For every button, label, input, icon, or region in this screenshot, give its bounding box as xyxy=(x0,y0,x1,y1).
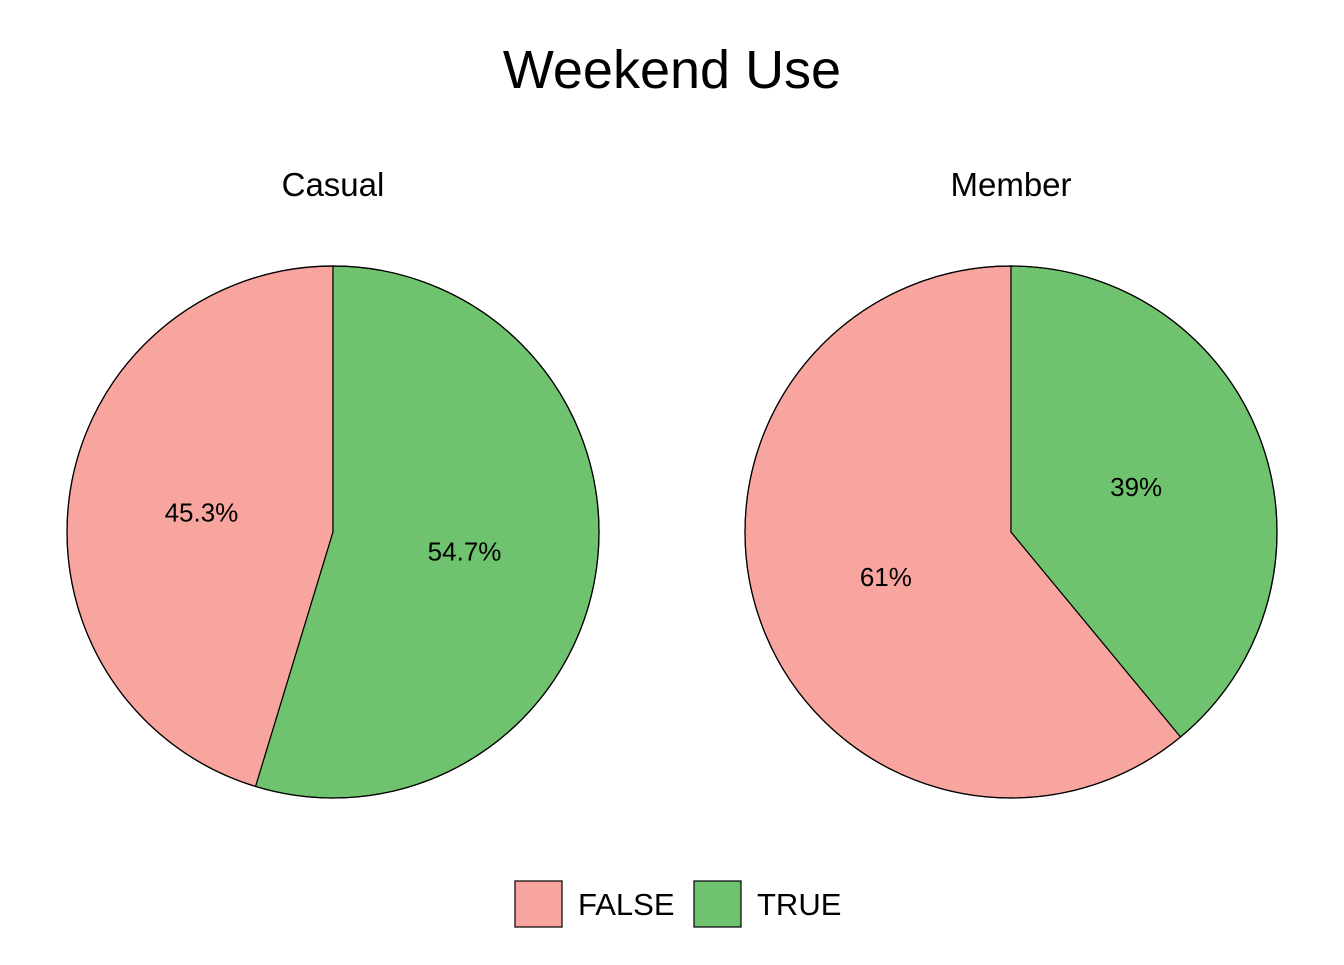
slice-label-member-true: 39% xyxy=(1110,472,1162,502)
panel-title-member: Member xyxy=(950,166,1071,203)
legend: FALSE TRUE xyxy=(514,880,841,928)
legend-swatch-false xyxy=(514,880,563,928)
pie-outline-casual xyxy=(66,265,600,799)
legend-label-false: FALSE xyxy=(578,887,675,922)
pie-panel-casual: Casual 45.3% 54.7% xyxy=(66,166,600,799)
pie-outline-member xyxy=(744,265,1278,799)
chart-title: Weekend Use xyxy=(503,40,841,100)
slice-label-casual-true: 54.7% xyxy=(428,537,502,567)
pie-slices-member: 61% 39% xyxy=(744,265,1278,799)
legend-swatch-true xyxy=(693,880,742,928)
panel-title-casual: Casual xyxy=(282,166,385,203)
pie-slices-casual: 45.3% 54.7% xyxy=(66,265,600,799)
slice-label-casual-false: 45.3% xyxy=(165,497,239,527)
slice-label-member-false: 61% xyxy=(860,562,912,592)
legend-label-true: TRUE xyxy=(757,887,841,922)
pie-panel-member: Member 61% 39% xyxy=(744,166,1278,799)
